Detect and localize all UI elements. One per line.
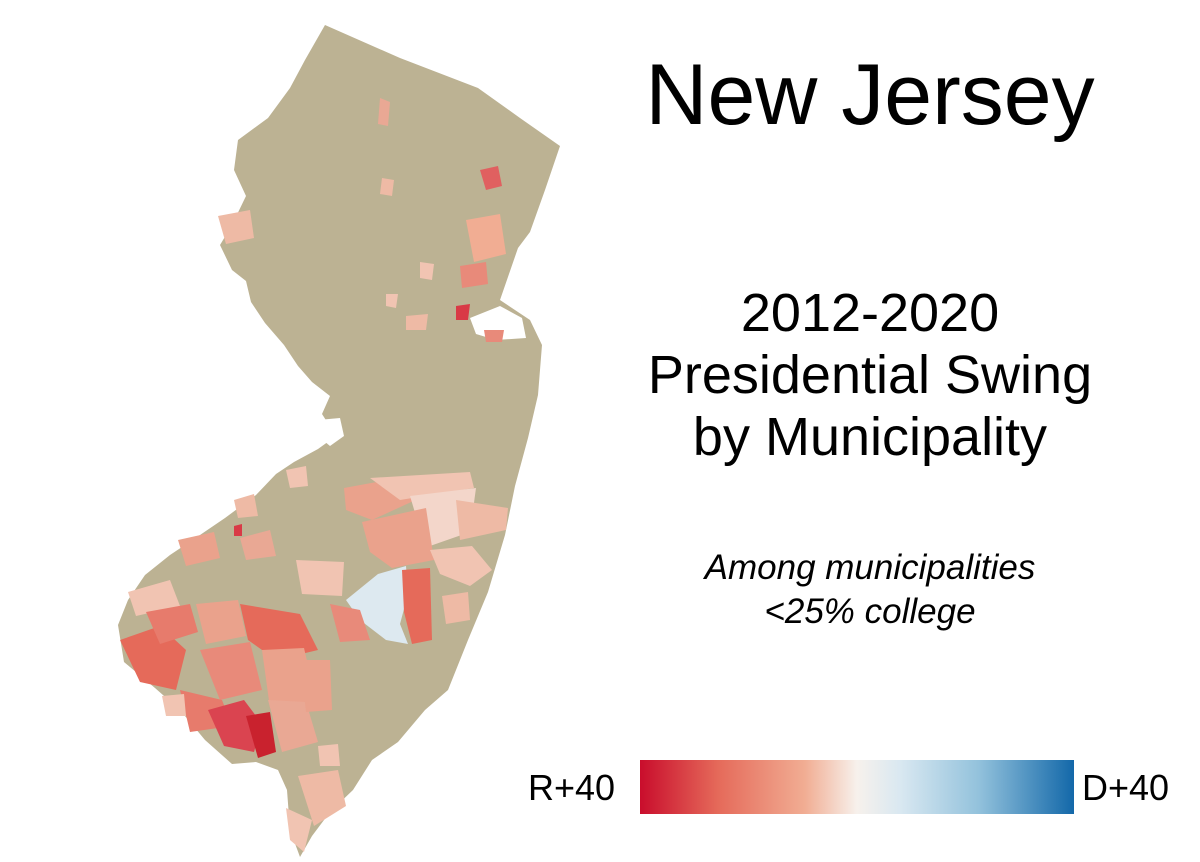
legend-max-label: D+40 <box>1082 767 1170 808</box>
municipality-patch <box>128 580 180 616</box>
municipality-patch <box>346 566 408 644</box>
municipality-patch <box>466 214 506 262</box>
municipality-patch <box>218 210 254 244</box>
municipality-patch <box>298 770 346 826</box>
state-outline <box>118 25 560 857</box>
municipality-patch <box>120 626 186 690</box>
municipality-patch <box>162 694 186 716</box>
municipality-patch <box>240 604 318 660</box>
legend-color-bar <box>640 760 1074 814</box>
municipality-patch <box>370 472 474 500</box>
municipality-patch <box>480 166 502 190</box>
municipality-patch <box>246 712 276 758</box>
subtitle-line: 2012-2020 <box>740 283 1000 343</box>
municipality-patch <box>300 660 332 712</box>
municipality-patch <box>456 500 508 540</box>
municipality-patch <box>146 604 198 644</box>
municipality-patch <box>240 530 276 560</box>
municipality-patch <box>362 508 434 568</box>
municipality-patch <box>196 600 246 644</box>
municipality-patch <box>380 178 394 196</box>
municipality-patch <box>402 568 432 644</box>
municipality-patch <box>386 294 398 308</box>
municipality-patch <box>296 560 344 596</box>
municipality-patch <box>420 262 434 280</box>
municipality-patch <box>268 700 318 752</box>
note-line: <25% college <box>764 592 976 631</box>
municipality-patch <box>234 524 242 536</box>
subtitle-line: by Municipality <box>692 407 1048 467</box>
municipality-patch <box>286 808 312 852</box>
legend-min-label: R+40 <box>528 767 616 808</box>
municipality-patch <box>460 262 488 288</box>
municipality-patch <box>234 494 258 518</box>
municipality-patch <box>286 466 308 488</box>
map-note: Among municipalities <25% college <box>600 546 1140 634</box>
municipality-patch <box>208 700 262 752</box>
note-line: Among municipalities <box>704 548 1036 587</box>
municipality-patch <box>430 546 492 586</box>
municipality-patch <box>378 98 390 126</box>
municipality-patch <box>406 314 428 330</box>
new-jersey-map <box>118 25 560 857</box>
municipality-patch <box>178 532 220 566</box>
municipality-patch <box>442 592 470 624</box>
municipality-patches <box>120 98 508 852</box>
municipality-patch <box>456 304 470 320</box>
municipality-patch <box>330 604 370 642</box>
map-title: New Jersey <box>645 47 1095 143</box>
municipality-patch <box>318 744 340 766</box>
subtitle-line: Presidential Swing <box>647 345 1093 405</box>
delaware-bend <box>318 418 344 446</box>
raritan-bay <box>470 306 526 340</box>
municipality-patch <box>484 330 504 342</box>
municipality-patch <box>200 642 262 700</box>
map-subtitle: 2012-2020 Presidential Swing by Municipa… <box>600 282 1140 468</box>
